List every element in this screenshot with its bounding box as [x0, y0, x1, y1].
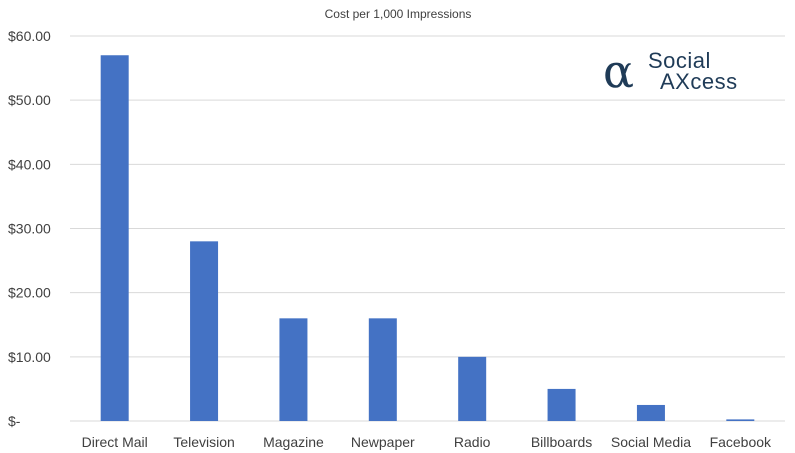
y-tick-label: $20.00	[8, 285, 51, 301]
x-tick-label: Facebook	[710, 434, 772, 450]
alpha-logo-icon: α	[603, 44, 634, 98]
x-axis-ticks: Direct Mail Television Magazine Newpaper Rad…	[82, 434, 772, 450]
y-tick-label: $30.00	[8, 221, 51, 237]
y-tick-label: $40.00	[8, 156, 51, 172]
x-tick-label: Radio	[454, 434, 491, 450]
bar	[368, 318, 397, 421]
x-tick-label: Magazine	[263, 434, 324, 450]
bar	[458, 356, 487, 421]
x-tick-label: Direct Mail	[82, 434, 148, 450]
bar	[190, 241, 219, 421]
bar	[547, 388, 576, 421]
chart-title: Cost per 1,000 Impressions	[325, 7, 472, 21]
logo-line2: AXcess	[660, 69, 738, 94]
bar	[279, 318, 308, 421]
x-tick-label: Television	[173, 434, 234, 450]
y-tick-label: $60.00	[8, 28, 51, 44]
social-axcess-logo: α Social AXcess	[603, 44, 738, 98]
y-tick-label: $50.00	[8, 92, 51, 108]
bar	[100, 55, 129, 421]
y-axis-ticks: $- $10.00 $20.00 $30.00 $40.00 $50.00 $60.00	[8, 28, 51, 429]
logo-line1: Social	[648, 48, 711, 73]
x-tick-label: Billboards	[531, 434, 592, 450]
y-tick-label: $10.00	[8, 349, 51, 365]
gridlines	[70, 35, 785, 422]
y-tick-label: $-	[8, 413, 21, 429]
bar	[726, 419, 755, 421]
bar	[636, 404, 665, 421]
x-tick-label: Newpaper	[351, 434, 415, 450]
x-tick-label: Social Media	[611, 434, 691, 450]
bars	[100, 55, 755, 421]
